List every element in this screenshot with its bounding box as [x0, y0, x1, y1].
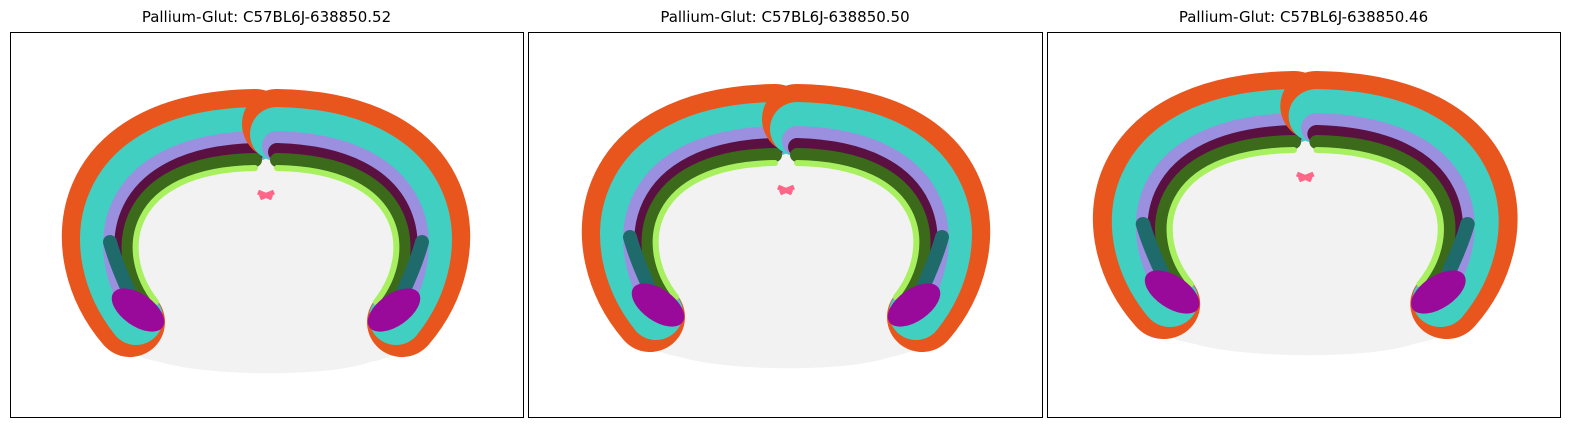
brain-section: [1111, 81, 1499, 356]
panel-frame: [1047, 32, 1561, 418]
panel-title: Pallium-Glut: C57BL6J-638850.50: [660, 8, 909, 26]
brain-section: [79, 99, 452, 374]
brain-section: [599, 94, 972, 369]
panel-frame: [528, 32, 1043, 418]
panel-frame: [10, 32, 524, 418]
panel-title: Pallium-Glut: C57BL6J-638850.52: [142, 8, 391, 26]
panel-title: Pallium-Glut: C57BL6J-638850.46: [1179, 8, 1428, 26]
